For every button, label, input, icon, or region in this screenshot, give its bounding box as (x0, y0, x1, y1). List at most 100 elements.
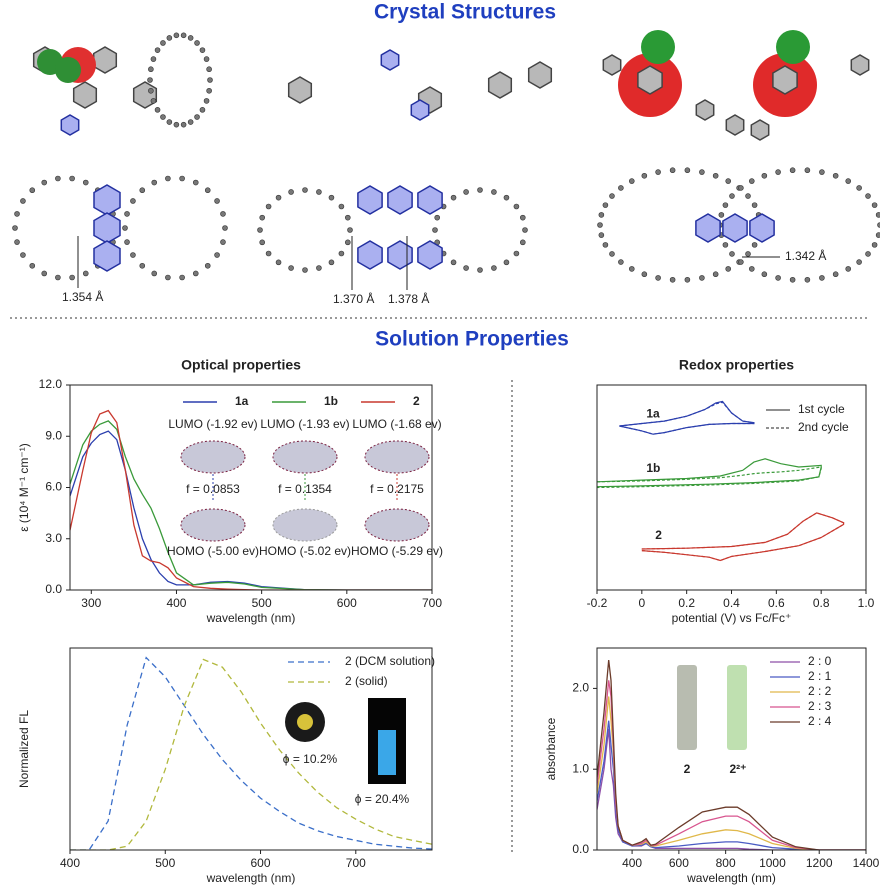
legend-label: 2 (DCM solution) (345, 654, 435, 668)
molecule-atom (207, 77, 213, 83)
crystal-structures (12, 30, 880, 283)
molecule-ring (722, 213, 748, 243)
molecule-atom (477, 187, 483, 193)
molecule-atom (150, 56, 157, 62)
molecule-ring (695, 213, 721, 243)
molecule-atom (669, 167, 676, 174)
annotation: ϕ = 10.2% (283, 752, 338, 766)
molecule-atom (804, 276, 811, 283)
molecule-atom (519, 214, 526, 221)
series-line (597, 720, 866, 850)
annotation: 2 (684, 762, 691, 776)
molecule-atom (130, 252, 136, 258)
molecule-atom (147, 77, 153, 83)
molecule-ring (387, 185, 413, 215)
molecule-atom (29, 262, 36, 269)
y-tick-label: 2.0 (572, 681, 589, 695)
molecule-ring (487, 71, 513, 99)
molecule-atom (761, 271, 768, 278)
annotation: HOMO (-5.00 ev) (167, 544, 259, 558)
molecule-ring (527, 61, 553, 89)
molecule-atom (150, 98, 157, 104)
x-tick-label: 600 (669, 856, 689, 870)
x-tick-label: 600 (337, 596, 357, 610)
molecule-atom (148, 87, 154, 94)
molecule-atom (203, 98, 210, 104)
molecule-atom (597, 222, 603, 228)
molecule-atom (602, 202, 609, 208)
cv-curve (597, 466, 822, 489)
molecule-ring (357, 185, 383, 215)
molecule-atom (302, 187, 308, 193)
chart-title: Redox properties (679, 357, 794, 373)
molecule-atom (316, 189, 322, 195)
section-heading: Crystal Structures (374, 1, 556, 24)
x-tick-label: 0.6 (768, 596, 785, 610)
molecule-atom (845, 178, 852, 184)
molecule-atom (29, 187, 36, 194)
molecule-atom (875, 212, 880, 218)
molecule-atom (179, 274, 185, 281)
x-tick-label: 700 (422, 596, 442, 610)
molecule-atom (220, 239, 226, 245)
molecule-atom (204, 187, 211, 194)
molecule-ring (380, 49, 400, 71)
plot-area (70, 656, 432, 850)
molecule-atom (160, 114, 166, 120)
molecule-atom (55, 175, 61, 182)
legend-label: 1st cycle (798, 402, 845, 416)
molecule-atom (316, 265, 322, 271)
molecule-atom (160, 40, 166, 46)
series-line (70, 409, 432, 590)
vial-photo (677, 665, 697, 750)
molecule-atom (832, 271, 839, 278)
molecule-ring (725, 114, 745, 136)
molecule-atom (199, 107, 206, 113)
molecule-atom (124, 211, 130, 217)
molecule-atom (259, 214, 266, 221)
molecule-atom (748, 266, 755, 272)
molecule-atom (722, 242, 729, 248)
x-tick-label: 1200 (806, 856, 833, 870)
x-tick-label: 800 (716, 856, 736, 870)
molecule-ring (749, 213, 775, 243)
molecule-atom (877, 222, 880, 228)
molecule-atom (477, 267, 483, 273)
molecule-atom (832, 172, 839, 179)
molecule-atom (745, 251, 751, 257)
molecule-atom (712, 271, 719, 278)
molecule-atom (338, 203, 345, 210)
molecule-atom (628, 178, 635, 184)
molecule-atom (609, 193, 615, 199)
y-axis-label: Normalized FL (17, 710, 31, 788)
molecule-atom (122, 225, 128, 231)
series-line (70, 420, 432, 590)
molecule-atom (684, 167, 691, 174)
x-tick-label: 400 (60, 856, 80, 870)
molecule-atom (257, 227, 263, 233)
molecule-atom (20, 252, 26, 258)
molecule-atom (751, 202, 758, 208)
molecule-atom (179, 175, 185, 182)
legend-label: 1b (324, 394, 338, 408)
molecule-ring (417, 185, 443, 215)
molecule-atom (194, 114, 200, 120)
orbital-image (364, 440, 430, 474)
molecule-atom (865, 193, 871, 199)
molecule-ring (72, 81, 98, 109)
molecule-atom (82, 179, 89, 186)
molecule-atom (655, 275, 661, 281)
molecule-atom (275, 259, 282, 266)
molecule-atom (347, 227, 353, 233)
series-line (70, 656, 432, 850)
bond-annotations (77, 236, 780, 290)
annotation: HOMO (-5.29 ev) (351, 544, 443, 558)
x-tick-label: -0.2 (587, 596, 608, 610)
x-tick-label: 0.2 (678, 596, 695, 610)
molecule-ring (357, 240, 383, 270)
molecule-atom (491, 265, 497, 271)
molecule-atom (503, 194, 510, 201)
molecule-atom (130, 198, 136, 204)
molecule-atom (655, 169, 661, 175)
molecule-atom (618, 259, 624, 265)
